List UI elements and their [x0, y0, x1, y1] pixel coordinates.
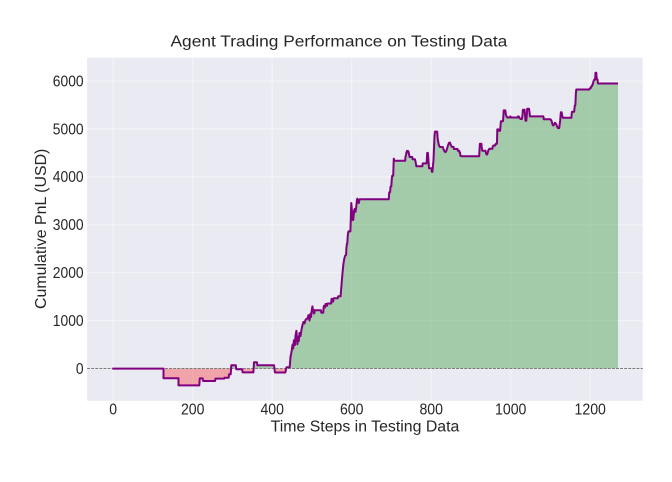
svg-text:Cumulative PnL (USD): Cumulative PnL (USD) [33, 149, 50, 309]
svg-text:1000: 1000 [53, 313, 84, 330]
svg-text:1000: 1000 [495, 402, 527, 419]
svg-text:2000: 2000 [53, 265, 84, 282]
svg-text:4000: 4000 [53, 169, 84, 186]
svg-text:0: 0 [76, 361, 84, 378]
svg-text:800: 800 [419, 402, 443, 419]
svg-text:0: 0 [109, 402, 117, 419]
svg-text:400: 400 [260, 402, 284, 419]
svg-text:1200: 1200 [575, 402, 607, 419]
svg-text:Agent Trading Performance on T: Agent Trading Performance on Testing Dat… [171, 34, 508, 51]
svg-text:200: 200 [181, 402, 205, 419]
svg-text:600: 600 [340, 402, 364, 419]
svg-text:Time Steps in Testing Data: Time Steps in Testing Data [271, 418, 460, 435]
svg-text:6000: 6000 [53, 73, 84, 90]
svg-text:5000: 5000 [53, 121, 84, 138]
svg-text:3000: 3000 [53, 217, 84, 234]
